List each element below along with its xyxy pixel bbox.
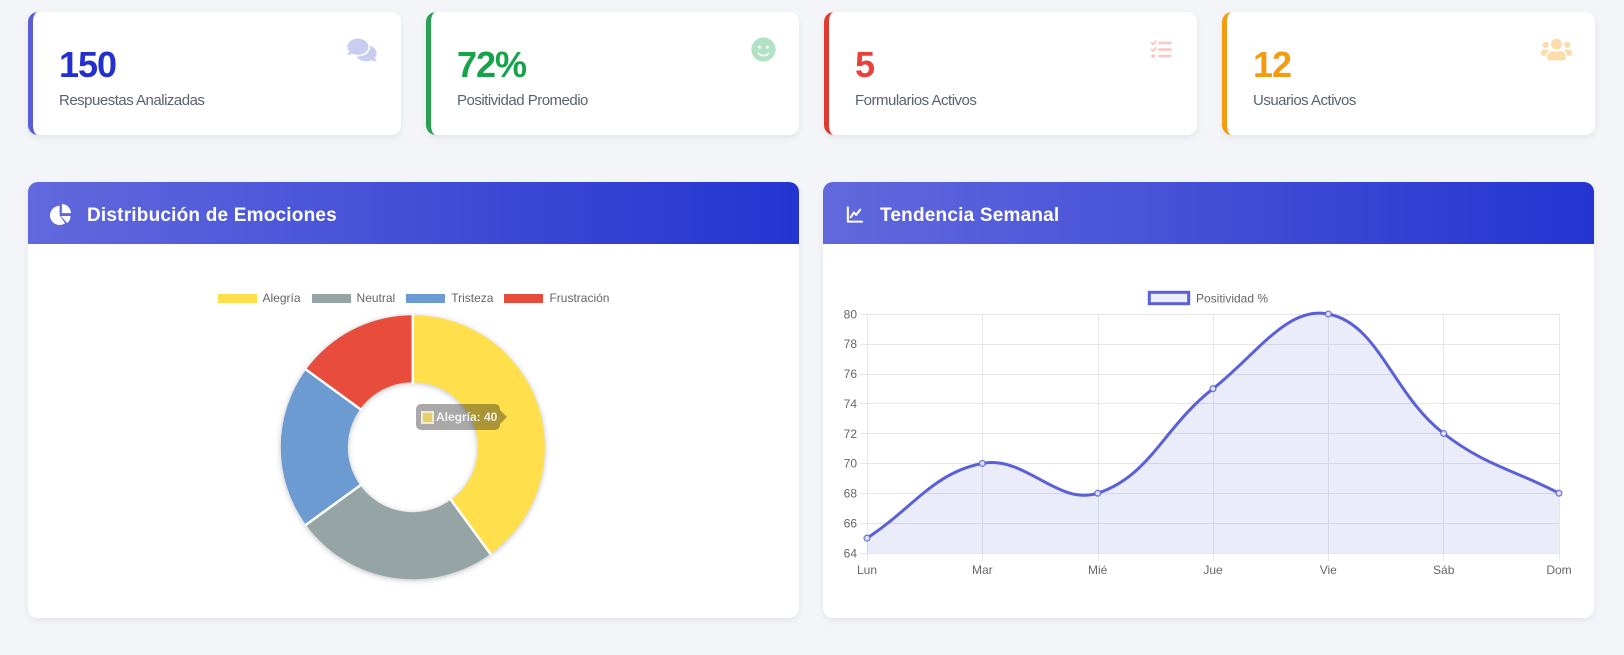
svg-text:Positividad %: Positividad %	[1196, 292, 1268, 306]
svg-text:70: 70	[844, 457, 858, 471]
svg-text:Sáb: Sáb	[1433, 563, 1455, 577]
svg-text:72: 72	[844, 427, 858, 441]
svg-text:68: 68	[844, 487, 858, 501]
svg-text:66: 66	[844, 516, 858, 530]
svg-text:Jue: Jue	[1203, 563, 1223, 577]
svg-text:64: 64	[844, 546, 858, 560]
svg-text:Mié: Mié	[1088, 563, 1108, 577]
svg-text:80: 80	[844, 307, 858, 321]
svg-text:Mar: Mar	[972, 563, 993, 577]
svg-text:Dom: Dom	[1546, 563, 1571, 577]
svg-text:74: 74	[844, 397, 858, 411]
svg-text:78: 78	[844, 337, 858, 351]
svg-text:76: 76	[844, 367, 858, 381]
svg-text:Vie: Vie	[1320, 563, 1337, 577]
svg-text:Lun: Lun	[857, 563, 877, 577]
